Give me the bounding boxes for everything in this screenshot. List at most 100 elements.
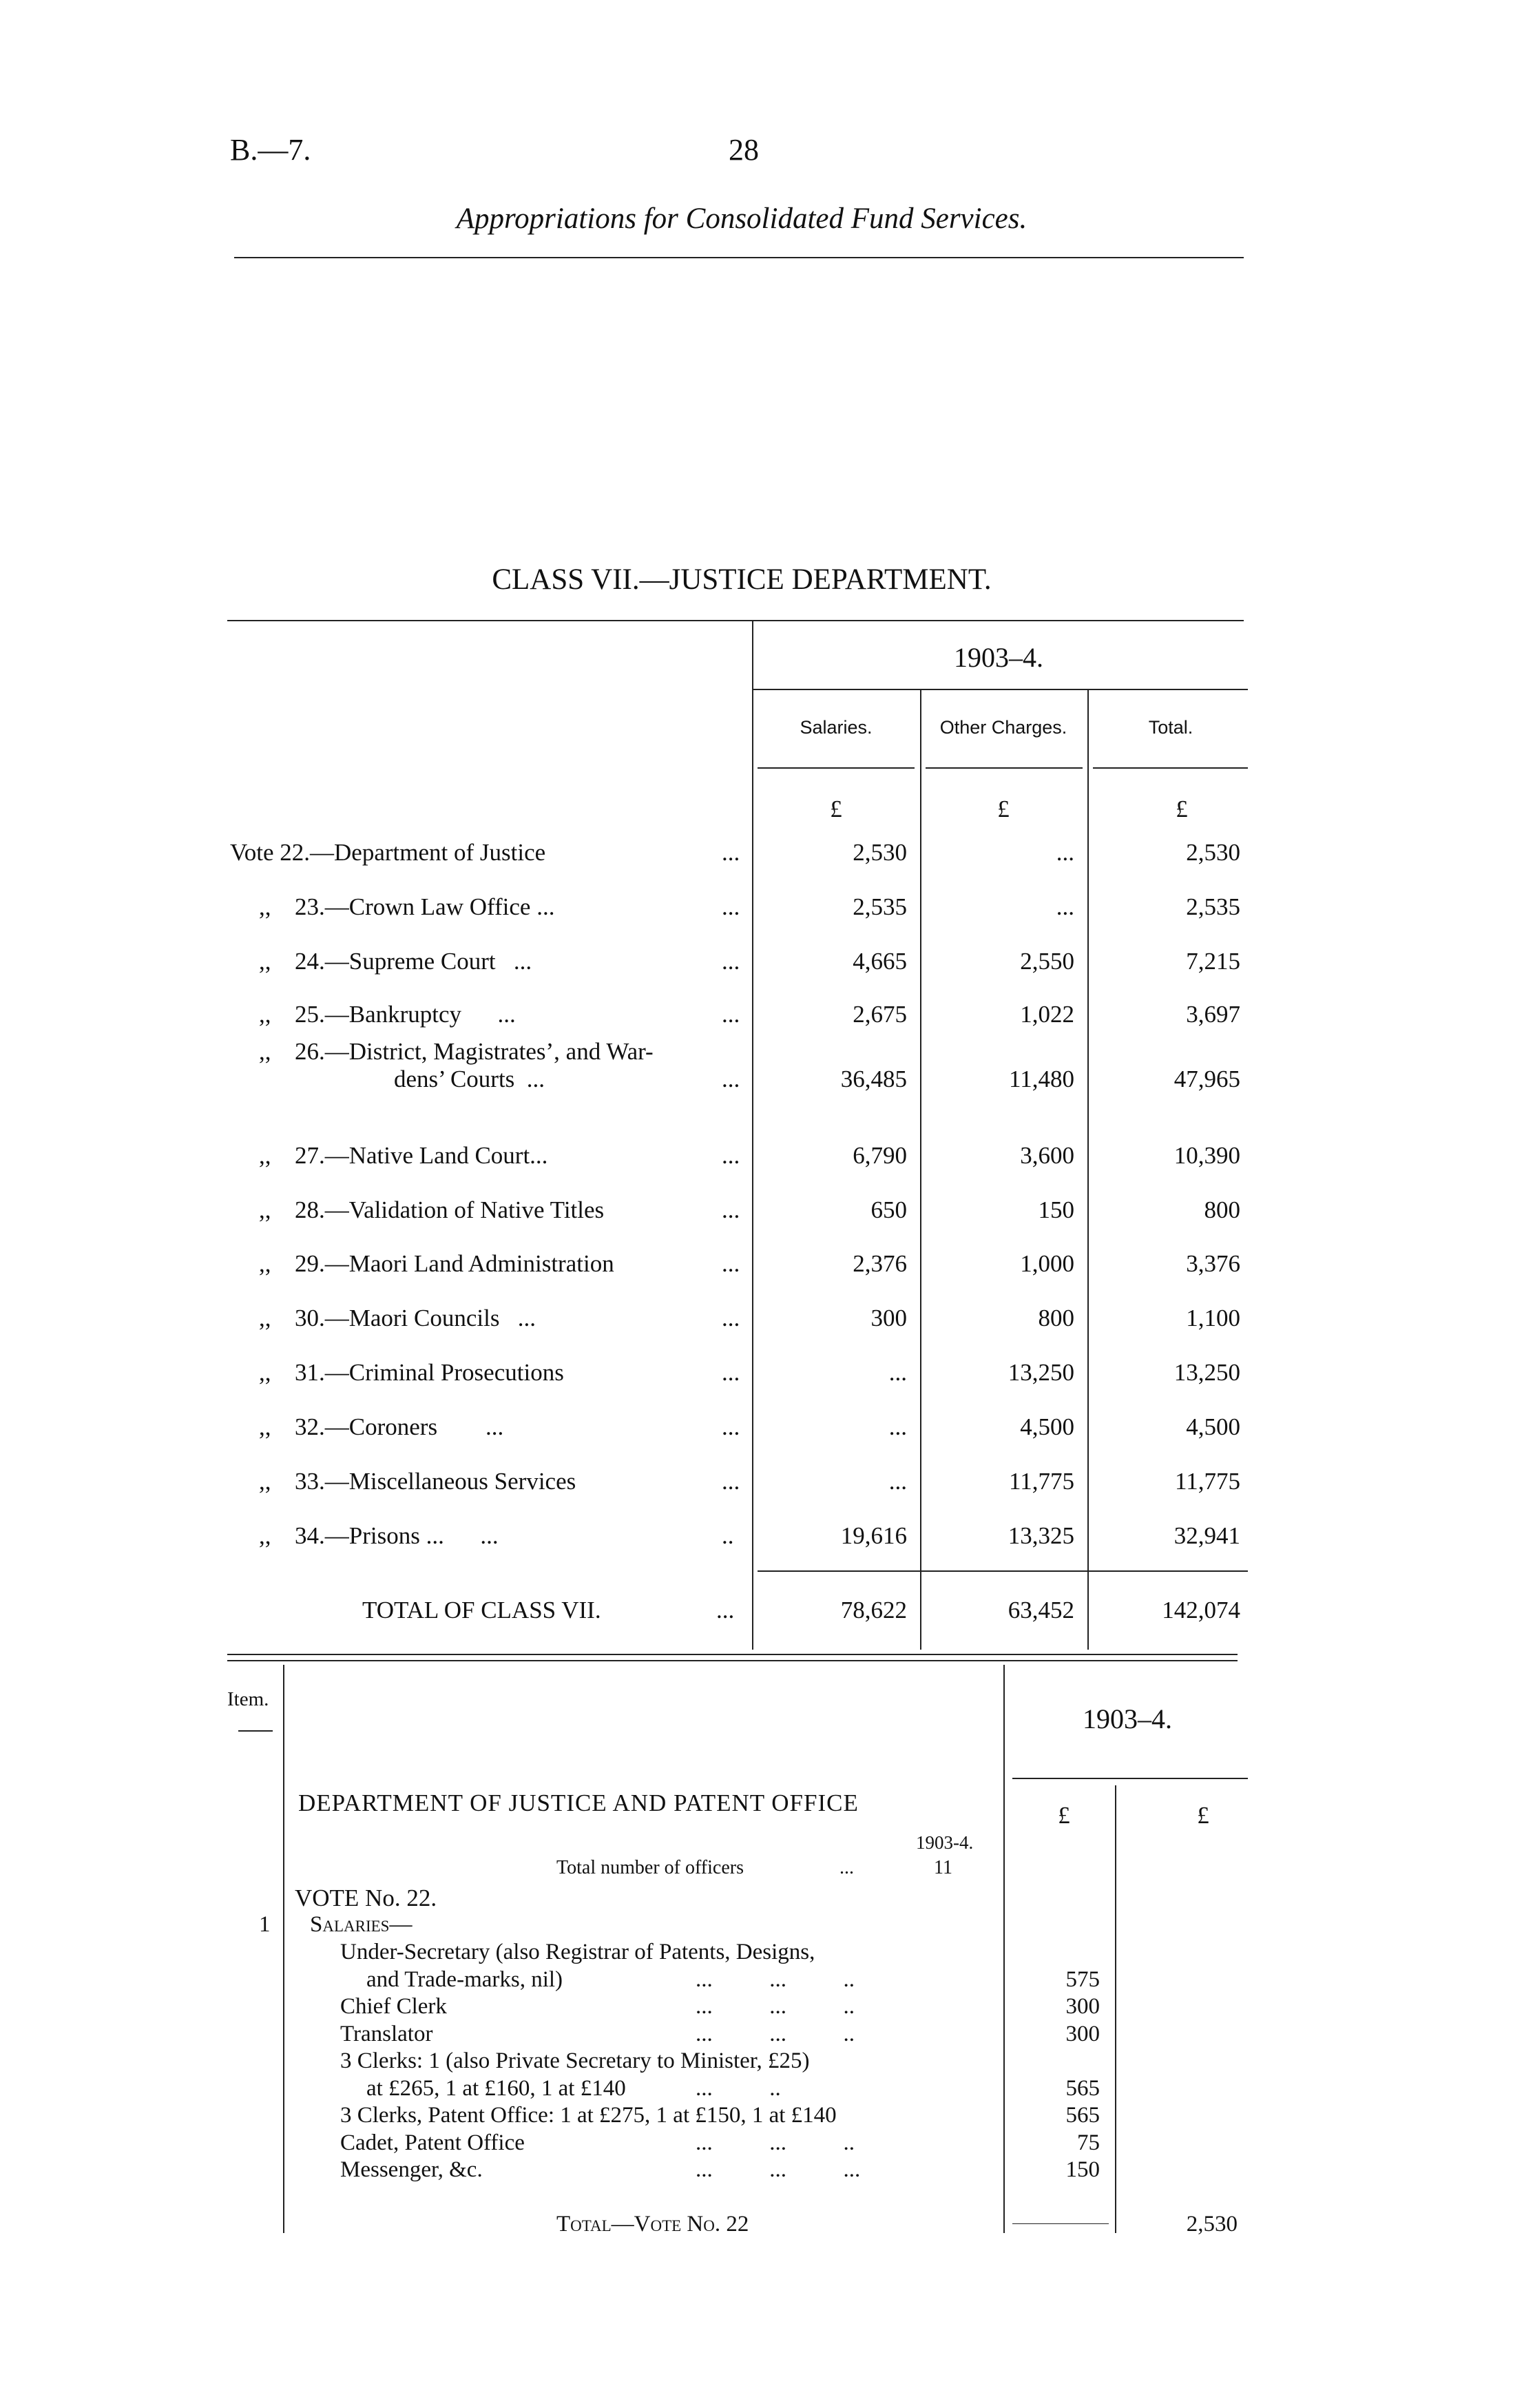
row-dots: ... [722, 1359, 740, 1386]
row-dots: ... [722, 948, 740, 975]
row-salaries: 4,665 [853, 948, 907, 975]
currency-other: £ [997, 796, 1010, 822]
salary-line: Translator [340, 2021, 433, 2046]
ditto-mark: ,, [259, 1250, 271, 1277]
row-salaries: 2,530 [853, 839, 907, 866]
row-salaries: 650 [870, 1196, 908, 1223]
row-total: 7,215 [1186, 948, 1240, 975]
ditto-mark: ,, [259, 1001, 271, 1028]
row-dots: ... [722, 839, 740, 866]
row-total: 1,100 [1186, 1305, 1240, 1331]
year-rule [752, 689, 1248, 690]
salary-line: Under-Secretary (also Registrar of Paten… [340, 1940, 815, 1964]
vote-currency-1: £ [1058, 1802, 1070, 1829]
row-label: 29.—Maori Land Administration [295, 1250, 614, 1277]
col-divider-1 [920, 689, 921, 1650]
row-other-charges: 11,480 [1009, 1066, 1074, 1092]
ditto-mark: ,, [259, 1359, 271, 1386]
vote-total-label: Total—Vote No. 22 [556, 2212, 749, 2236]
ditto-mark: ,, [259, 1038, 271, 1065]
row-other-charges: 11,775 [1009, 1468, 1074, 1495]
row-dots: ... [722, 1250, 740, 1277]
row-total: 32,941 [1173, 1522, 1240, 1549]
double-rule-top [227, 1654, 1238, 1655]
row-other-charges: 4,500 [1020, 1413, 1074, 1440]
amount-col-divider [1115, 1785, 1116, 2233]
row-dots: ... [722, 1066, 740, 1092]
salary-line: at £265, 1 at £160, 1 at £140 [366, 2075, 626, 2101]
currency-total: £ [1176, 796, 1188, 822]
ditto-mark: ,, [259, 1142, 271, 1169]
page-title: Appropriations for Consolidated Fund Ser… [456, 203, 1027, 235]
row-other-charges: 150 [1038, 1196, 1075, 1223]
row-label-continued: dens’ Courts ... [394, 1066, 545, 1092]
row-total: 47,965 [1173, 1066, 1240, 1092]
row-label: 34.—Prisons ... ... [295, 1522, 499, 1549]
double-rule-bottom [227, 1660, 1238, 1661]
row-other-charges: ... [1056, 839, 1074, 866]
item-header-rule [238, 1730, 273, 1732]
officers-year: 1903-4. [916, 1832, 974, 1853]
row-other-charges: 800 [1038, 1305, 1075, 1331]
salary-line: and Trade-marks, nil) [366, 1966, 563, 1992]
row-salaries: 6,790 [853, 1142, 907, 1169]
row-dots: ... [722, 1196, 740, 1223]
row-label: 24.—Supreme Court ... [295, 948, 532, 975]
class-total-other: 63,452 [1008, 1597, 1074, 1623]
vote-total-rule [1012, 2223, 1109, 2224]
row-dots: ... [722, 1413, 740, 1440]
ditto-mark: ,, [259, 1468, 271, 1495]
row-label: 23.—Crown Law Office ... [295, 893, 555, 920]
row-other-charges: 2,550 [1020, 948, 1074, 975]
currency-salaries: £ [830, 796, 842, 822]
col-header-salaries: Salaries. [800, 717, 873, 738]
class-divider [752, 620, 753, 1650]
class-total-dots: ... [716, 1597, 735, 1623]
class-total-label: TOTAL OF CLASS VII. [362, 1597, 601, 1623]
row-dots: ... [722, 1305, 740, 1331]
col-header-other-charges: Other Charges. [939, 717, 1067, 738]
vote-year-rule [1012, 1778, 1248, 1779]
ditto-mark: ,, [259, 1522, 271, 1549]
row-total: 4,500 [1186, 1413, 1240, 1440]
row-total: 2,530 [1186, 839, 1240, 866]
row-salaries: 19,616 [840, 1522, 907, 1549]
row-label: 30.—Maori Councils ... [295, 1305, 536, 1331]
salary-line-dots: ... ... .. [696, 2130, 855, 2155]
item-header: Item. [227, 1688, 269, 1710]
salary-line-dots: ... ... ... [696, 2157, 861, 2182]
salary-amount: 565 [1065, 2103, 1100, 2128]
class-year: 1903–4. [954, 642, 1043, 673]
vote-year: 1903–4. [1083, 1703, 1172, 1734]
officers-count: 11 [934, 1857, 952, 1878]
amount-divider [1003, 1665, 1005, 2233]
series-code: B.—7. [230, 133, 311, 167]
ditto-mark: ,, [259, 893, 271, 920]
salary-amount: 75 [1077, 2130, 1100, 2155]
row-dots: ... [722, 893, 740, 920]
row-total: 10,390 [1173, 1142, 1240, 1169]
row-total: 2,535 [1186, 893, 1240, 920]
vote-currency-2: £ [1197, 1802, 1209, 1829]
col-rule-2 [926, 767, 1083, 769]
vote-heading: VOTE No. 22. [295, 1885, 437, 1911]
ditto-mark: ,, [259, 1305, 271, 1331]
salary-line-dots: ... .. [696, 2075, 781, 2101]
row-other-charges: 1,022 [1020, 1001, 1074, 1028]
salaries-heading: Salaries— [310, 1912, 413, 1937]
class-total-total: 142,074 [1162, 1597, 1240, 1623]
col-divider-2 [1087, 689, 1089, 1650]
header-rule [234, 257, 1244, 258]
class-top-rule [227, 620, 1244, 621]
row-salaries: 2,376 [853, 1250, 907, 1277]
row-label: 25.—Bankruptcy ... [295, 1001, 516, 1028]
total-rule [758, 1570, 1248, 1572]
salary-amount: 150 [1065, 2157, 1100, 2182]
department-heading: DEPARTMENT OF JUSTICE AND PATENT OFFICE [298, 1789, 859, 1816]
salary-line: 3 Clerks, Patent Office: 1 at £275, 1 at… [340, 2103, 837, 2128]
ditto-mark: ,, [259, 948, 271, 975]
salary-line: Chief Clerk [340, 1994, 447, 2019]
row-total: 13,250 [1173, 1359, 1240, 1386]
salary-line-dots: ... ... .. [696, 1966, 855, 1992]
row-total: 800 [1204, 1196, 1241, 1223]
